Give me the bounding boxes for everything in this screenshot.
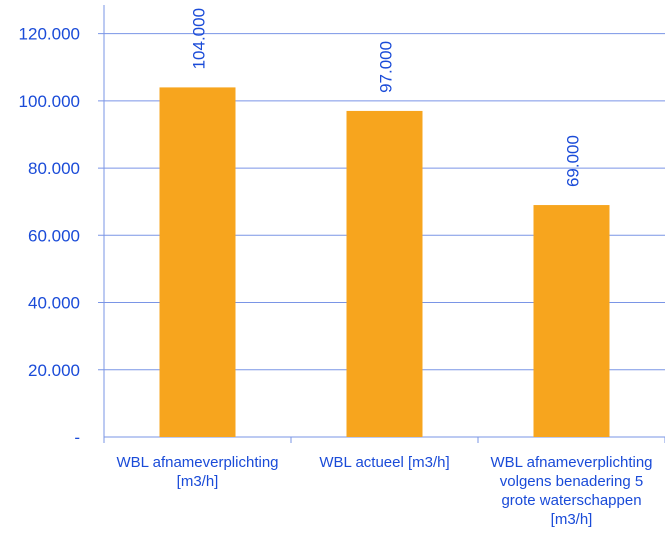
y-tick-label: 100.000 [19, 92, 80, 111]
data-label: 97.000 [377, 41, 396, 93]
x-category-label-line: WBL actueel [m3/h] [319, 454, 449, 471]
y-tick-label: 40.000 [28, 294, 80, 313]
data-label: 104.000 [190, 8, 209, 69]
y-tick-label: 120.000 [19, 25, 80, 44]
x-category-label-line: WBL afnameverplichting [490, 454, 652, 471]
x-category-label-line: grote waterschappen [501, 492, 641, 509]
x-category-label: WBL afnameverplichting volgens benadering… [490, 454, 652, 528]
data-label: 69.000 [564, 135, 583, 187]
y-tick-label: - [74, 428, 80, 447]
bar [346, 110, 423, 437]
x-category-label-line: WBL afnameverplichting [116, 454, 278, 471]
bar [159, 87, 236, 438]
y-tick-label: 60.000 [28, 226, 80, 245]
x-category-label: WBL afnameverplichting [m3/h] [116, 454, 278, 490]
x-category-label-line: [m3/h] [177, 473, 219, 490]
x-category-label-line: volgens benadering 5 [500, 473, 643, 490]
x-category-label: WBL actueel [m3/h] [319, 454, 449, 471]
bar [533, 205, 610, 437]
y-tick-label: 80.000 [28, 159, 80, 178]
x-category-label-line: [m3/h] [551, 511, 593, 528]
y-tick-label: 20.000 [28, 361, 80, 380]
